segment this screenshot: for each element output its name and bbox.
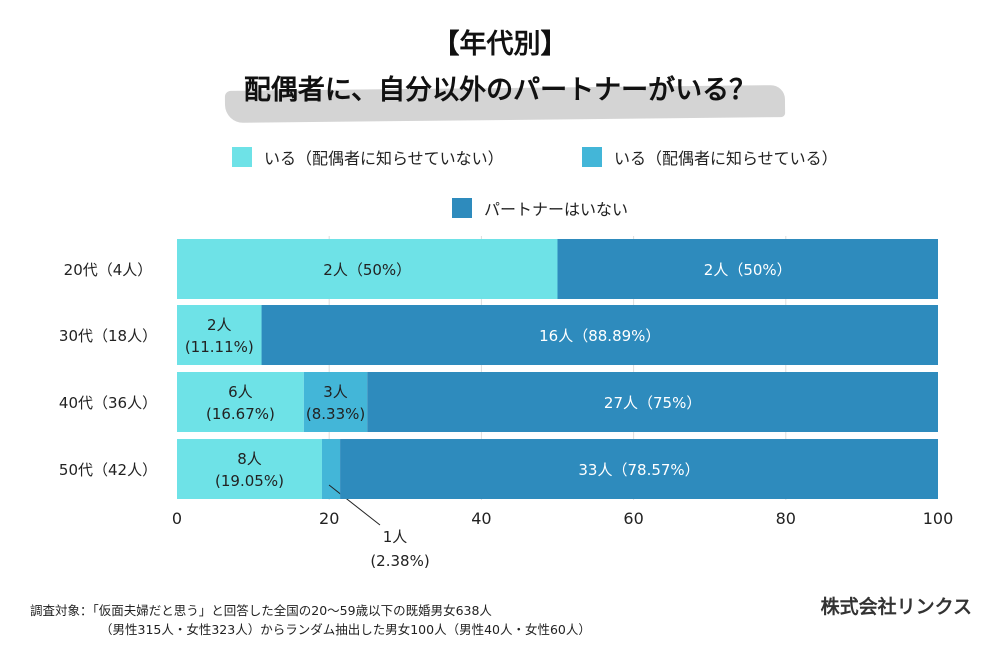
bar-segment xyxy=(177,239,558,299)
bar-segment xyxy=(367,372,938,432)
data-label: 27人（75%） xyxy=(604,394,701,412)
data-label: (8.33%) xyxy=(306,405,365,423)
bar-segment xyxy=(177,439,322,499)
bar-segment xyxy=(303,372,368,432)
bar-segment xyxy=(557,239,938,299)
chart-title-category: 【年代別】 xyxy=(432,29,568,60)
y-category-label: 50代（42人） xyxy=(59,461,157,479)
x-tick-label: 40 xyxy=(471,509,491,528)
y-category-label: 40代（36人） xyxy=(59,394,157,412)
bar-segment xyxy=(177,305,262,365)
legend-label: パートナーはいない xyxy=(484,200,629,219)
data-label: (19.05%) xyxy=(215,472,284,490)
survey-note-line1: 調査対象：「仮面夫婦だと思う」と回答した全国の20～59歳以下の既婚男女638人 xyxy=(30,603,492,618)
data-label: 3人 xyxy=(323,383,348,401)
legend-swatch xyxy=(452,198,472,218)
legend-swatch xyxy=(232,147,252,167)
legend-item-not-told: いる（配偶者に知らせていない） xyxy=(232,145,504,169)
bar-segment xyxy=(261,305,938,365)
data-label: 33人（78.57%） xyxy=(578,461,699,479)
bar-segment xyxy=(340,439,939,499)
legend-item-none: パートナーはいない xyxy=(452,196,628,220)
legend-label: いる（配偶者に知らせている） xyxy=(614,149,838,168)
x-tick-label: 20 xyxy=(319,509,339,528)
data-label: (11.11%) xyxy=(185,338,254,356)
data-label: 1人 xyxy=(383,528,408,546)
bar-segment xyxy=(321,439,341,499)
x-tick-label: 80 xyxy=(776,509,796,528)
data-label: 2人 xyxy=(207,316,232,334)
callout-line xyxy=(328,484,381,526)
legend-item-told: いる（配偶者に知らせている） xyxy=(582,145,838,169)
legend-label: いる（配偶者に知らせていない） xyxy=(264,149,504,168)
data-label: 6人 xyxy=(228,383,253,401)
data-label: (2.38%) xyxy=(370,552,429,570)
x-tick-label: 100 xyxy=(923,509,954,528)
y-category-label: 30代（18人） xyxy=(59,327,157,345)
bar-segment xyxy=(177,372,304,432)
survey-note-line2: （男性315人・女性323人）からランダム抽出した男女100人（男性40人・女性… xyxy=(100,622,591,637)
chart-title: 配偶者に、自分以外のパートナーがいる？ xyxy=(243,75,757,106)
data-label: (16.67%) xyxy=(206,405,275,423)
data-label: 2人（50%） xyxy=(323,261,411,279)
data-label: 16人（88.89%） xyxy=(539,327,660,345)
y-category-label: 20代（4人） xyxy=(64,261,153,279)
legend-swatch xyxy=(582,147,602,167)
data-label: 2人（50%） xyxy=(704,261,792,279)
data-label: 8人 xyxy=(237,450,262,468)
company-name: 株式会社リンクス xyxy=(820,596,972,618)
x-tick-label: 0 xyxy=(172,509,182,528)
x-tick-label: 60 xyxy=(623,509,643,528)
